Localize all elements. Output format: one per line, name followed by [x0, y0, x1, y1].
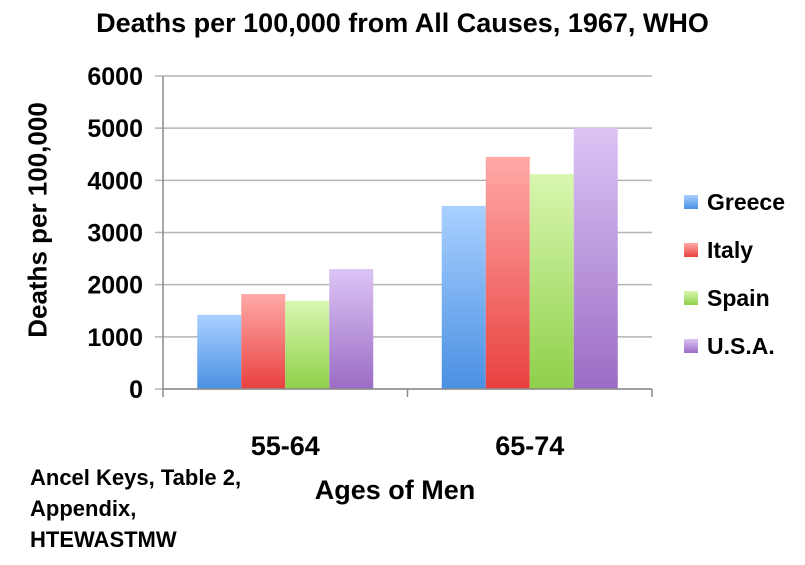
chart-title: Deaths per 100,000 from All Causes, 1967… — [96, 8, 709, 38]
legend: Greece Italy Spain U.S.A. — [684, 178, 785, 370]
bar-usa-65-74 — [573, 128, 618, 389]
legend-label: U.S.A. — [707, 332, 775, 359]
legend-swatch — [684, 243, 698, 257]
axes — [162, 76, 653, 397]
bar-greece-65-74 — [441, 205, 486, 389]
legend-swatch — [684, 291, 698, 305]
x-tick-label: 65-74 — [495, 431, 564, 461]
y-tick-label: 5000 — [87, 115, 143, 143]
source-line: Ancel Keys, Table 2, — [30, 465, 242, 490]
source-line: Appendix, — [30, 496, 137, 521]
x-tick-label: 55-64 — [251, 431, 320, 461]
y-tick-label: 3000 — [87, 220, 143, 248]
y-tick-label: 1000 — [87, 324, 143, 352]
legend-label: Spain — [707, 284, 770, 311]
bar-usa-55-64 — [329, 269, 374, 389]
y-tick-label: 6000 — [87, 63, 143, 91]
legend-item-greece: Greece — [684, 178, 785, 226]
legend-label: Italy — [707, 236, 754, 263]
legend-swatch — [684, 195, 698, 209]
source-line: HTEWASTMW — [30, 527, 177, 552]
x-axis-label: Ages of Men — [314, 475, 476, 505]
bars — [197, 128, 618, 389]
legend-item-italy: Italy — [684, 226, 785, 274]
tick-labels: 0 1000 2000 3000 4000 5000 6000 55-64 65-74 — [87, 63, 564, 461]
source-note: Ancel Keys, Table 2, Appendix, HTEWASTMW — [30, 462, 290, 555]
bar-italy-65-74 — [485, 156, 530, 389]
y-tick-label: 4000 — [87, 167, 143, 195]
y-tick-label: 0 — [129, 376, 143, 404]
bar-spain-55-64 — [285, 300, 330, 389]
bar-spain-65-74 — [529, 174, 574, 389]
y-tick-label: 2000 — [87, 272, 143, 300]
legend-item-usa: U.S.A. — [684, 322, 785, 370]
bar-greece-55-64 — [197, 314, 242, 389]
bar-italy-55-64 — [241, 294, 286, 389]
legend-swatch — [684, 339, 698, 353]
legend-label: Greece — [707, 188, 786, 215]
legend-item-spain: Spain — [684, 274, 785, 322]
